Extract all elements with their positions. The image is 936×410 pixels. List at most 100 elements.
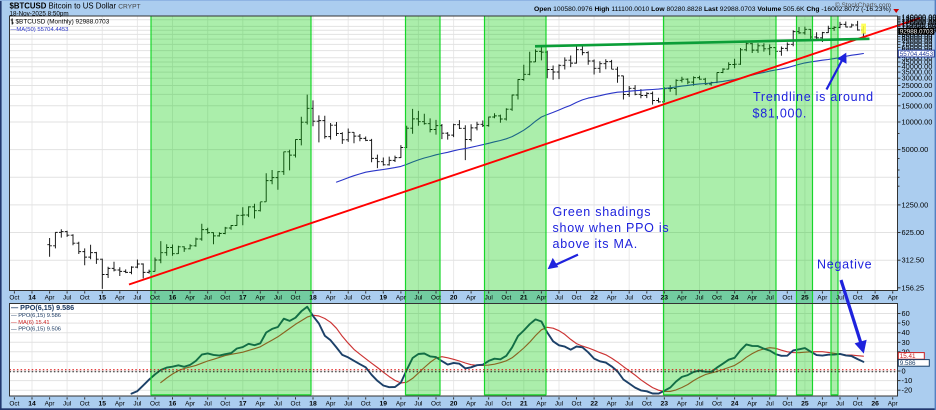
- svg-text:Oct: Oct: [853, 295, 863, 302]
- svg-text:Apr: Apr: [607, 295, 618, 302]
- svg-text:Oct: Oct: [361, 401, 371, 408]
- svg-text:125000.00: 125000.00: [902, 17, 936, 26]
- svg-text:Oct: Oct: [712, 295, 722, 302]
- svg-text:Apr: Apr: [817, 401, 828, 408]
- svg-text:Jul: Jul: [555, 401, 563, 408]
- svg-text:Oct: Oct: [782, 295, 792, 302]
- svg-text:Apr: Apr: [45, 401, 56, 408]
- svg-text:10000.00: 10000.00: [902, 118, 933, 127]
- svg-text:Apr: Apr: [396, 401, 407, 408]
- svg-text:312.50: 312.50: [902, 256, 925, 265]
- svg-text:40000.00: 40000.00: [902, 62, 933, 71]
- svg-text:20: 20: [450, 401, 458, 408]
- svg-text:Jul: Jul: [274, 401, 282, 408]
- svg-text:Oct: Oct: [431, 295, 441, 302]
- svg-text:Open 100580.0976 High 111100.0: Open 100580.0976 High 111100.0010 Low 80…: [534, 6, 891, 13]
- svg-text:Apr: Apr: [255, 401, 266, 408]
- svg-text:Jul: Jul: [204, 295, 212, 302]
- svg-text:Green shadings: Green shadings: [553, 205, 652, 219]
- svg-text:21: 21: [520, 401, 528, 408]
- svg-text:Jul: Jul: [766, 401, 774, 408]
- svg-text:Jul: Jul: [204, 401, 212, 408]
- svg-text:130000.00: 130000.00: [902, 15, 936, 24]
- svg-text:Oct: Oct: [642, 401, 652, 408]
- svg-text:85000.00: 85000.00: [902, 32, 933, 41]
- svg-text:23: 23: [661, 401, 669, 408]
- svg-text:19: 19: [380, 295, 388, 302]
- svg-text:45000.00: 45000.00: [902, 58, 933, 67]
- svg-text:625.00: 625.00: [902, 228, 925, 237]
- svg-text:Apr: Apr: [185, 295, 196, 302]
- svg-text:1250.00: 1250.00: [902, 200, 929, 209]
- svg-text:Oct: Oct: [431, 401, 441, 408]
- svg-text:Apr: Apr: [677, 295, 688, 302]
- svg-text:— PPO(6,15) 9.506: — PPO(6,15) 9.506: [11, 327, 61, 333]
- svg-text:Negative: Negative: [817, 258, 872, 272]
- svg-text:120000.00: 120000.00: [902, 18, 936, 27]
- svg-text:15: 15: [99, 295, 107, 302]
- svg-text:Oct: Oct: [150, 401, 160, 408]
- svg-text:22: 22: [590, 401, 598, 408]
- svg-text:21: 21: [520, 295, 528, 302]
- svg-text:Oct: Oct: [782, 401, 792, 408]
- svg-text:17: 17: [239, 295, 247, 302]
- svg-text:Jul: Jul: [133, 295, 141, 302]
- svg-text:Jul: Jul: [485, 401, 493, 408]
- svg-text:26: 26: [871, 401, 879, 408]
- svg-text:Apr: Apr: [817, 295, 828, 302]
- svg-text:70000.00: 70000.00: [902, 40, 933, 49]
- svg-text:Jul: Jul: [63, 401, 71, 408]
- svg-text:Oct: Oct: [712, 401, 722, 408]
- svg-text:18: 18: [309, 295, 317, 302]
- svg-text:Trendline is around: Trendline is around: [753, 90, 874, 104]
- svg-text:Jul: Jul: [344, 401, 352, 408]
- svg-text:Oct: Oct: [150, 295, 160, 302]
- svg-text:30000.00: 30000.00: [902, 74, 933, 83]
- svg-text:16: 16: [169, 401, 177, 408]
- svg-text:0: 0: [902, 367, 906, 376]
- svg-text:50: 50: [902, 319, 910, 328]
- svg-text:Oct: Oct: [220, 401, 230, 408]
- svg-text:Oct: Oct: [80, 401, 90, 408]
- svg-text:115000.00: 115000.00: [902, 20, 936, 29]
- svg-text:Jul: Jul: [414, 401, 422, 408]
- svg-text:Apr: Apr: [45, 295, 56, 302]
- svg-text:15.41: 15.41: [900, 353, 916, 360]
- svg-text:above its MA.: above its MA.: [553, 237, 638, 251]
- svg-text:15000.00: 15000.00: [902, 101, 933, 110]
- svg-text:Jul: Jul: [274, 295, 282, 302]
- svg-text:20: 20: [450, 295, 458, 302]
- svg-text:14: 14: [28, 401, 36, 408]
- svg-text:16: 16: [169, 295, 177, 302]
- svg-text:Oct: Oct: [361, 295, 371, 302]
- svg-text:24: 24: [731, 295, 739, 302]
- svg-text:Apr: Apr: [888, 401, 899, 408]
- svg-text:Apr: Apr: [396, 295, 407, 302]
- svg-text:156.25: 156.25: [902, 283, 925, 292]
- svg-text:Jul: Jul: [485, 295, 493, 302]
- svg-text:Apr: Apr: [677, 401, 688, 408]
- svg-text:$BTCUSD Bitcoin to US Dollar C: $BTCUSD Bitcoin to US Dollar CRYPT: [10, 2, 141, 11]
- svg-text:— PPO(6,15) 9.586: — PPO(6,15) 9.586: [11, 313, 61, 319]
- svg-text:Jul: Jul: [414, 295, 422, 302]
- svg-text:55704.4453: 55704.4453: [900, 51, 934, 58]
- svg-text:Jul: Jul: [63, 295, 71, 302]
- svg-text:Apr: Apr: [115, 401, 126, 408]
- svg-text:40: 40: [902, 328, 910, 337]
- svg-text:25: 25: [801, 401, 809, 408]
- svg-text:— PPO(6,15) 9.586: — PPO(6,15) 9.586: [11, 303, 74, 312]
- svg-text:5000.00: 5000.00: [902, 145, 929, 154]
- svg-text:Oct: Oct: [572, 295, 582, 302]
- svg-text:14: 14: [28, 295, 36, 302]
- svg-text:-20: -20: [902, 386, 913, 395]
- svg-text:23: 23: [661, 295, 669, 302]
- svg-text:show when PPO is: show when PPO is: [553, 221, 670, 235]
- svg-text:Oct: Oct: [853, 401, 863, 408]
- svg-text:Apr: Apr: [536, 295, 547, 302]
- svg-text:9.586: 9.586: [900, 360, 916, 367]
- svg-text:22: 22: [590, 295, 598, 302]
- svg-text:Jul: Jul: [133, 401, 141, 408]
- svg-text:60: 60: [902, 309, 910, 318]
- svg-text:20: 20: [902, 347, 910, 356]
- svg-text:15: 15: [99, 401, 107, 408]
